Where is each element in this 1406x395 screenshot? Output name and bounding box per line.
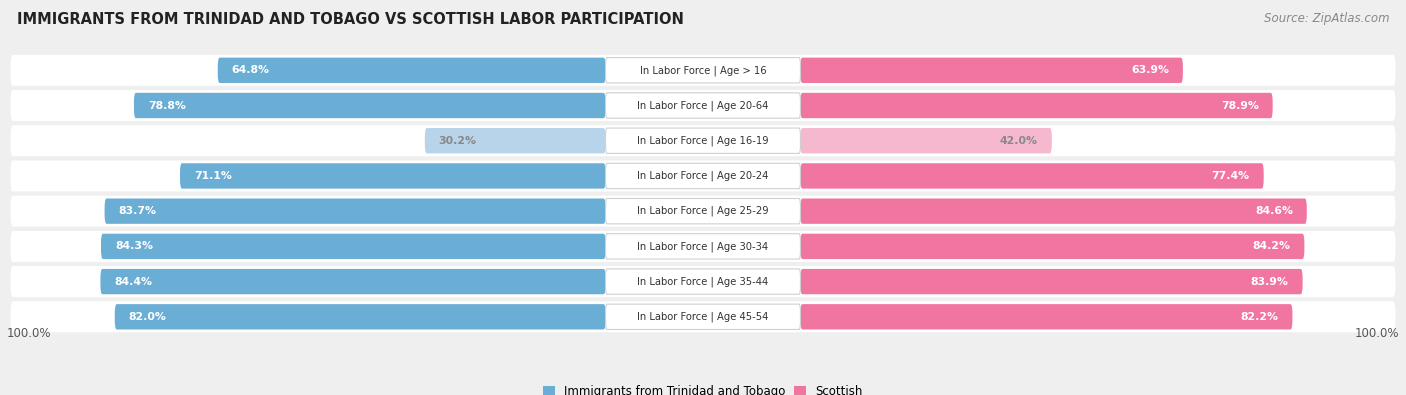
Text: In Labor Force | Age > 16: In Labor Force | Age > 16 <box>640 65 766 75</box>
Text: 100.0%: 100.0% <box>1354 327 1399 340</box>
FancyBboxPatch shape <box>800 198 1306 224</box>
FancyBboxPatch shape <box>10 125 1396 156</box>
FancyBboxPatch shape <box>606 128 800 153</box>
FancyBboxPatch shape <box>101 234 606 259</box>
Legend: Immigrants from Trinidad and Tobago, Scottish: Immigrants from Trinidad and Tobago, Sco… <box>543 385 863 395</box>
Text: 82.2%: 82.2% <box>1240 312 1278 322</box>
FancyBboxPatch shape <box>134 93 606 118</box>
FancyBboxPatch shape <box>606 304 800 329</box>
FancyBboxPatch shape <box>800 163 1264 189</box>
FancyBboxPatch shape <box>10 301 1396 332</box>
Text: 84.6%: 84.6% <box>1256 206 1294 216</box>
FancyBboxPatch shape <box>100 269 606 294</box>
Text: 64.8%: 64.8% <box>232 65 270 75</box>
FancyBboxPatch shape <box>10 231 1396 262</box>
Text: 84.4%: 84.4% <box>114 276 152 287</box>
FancyBboxPatch shape <box>800 234 1305 259</box>
Text: 42.0%: 42.0% <box>1000 136 1038 146</box>
FancyBboxPatch shape <box>606 234 800 259</box>
FancyBboxPatch shape <box>800 58 1182 83</box>
Text: 78.9%: 78.9% <box>1220 100 1258 111</box>
FancyBboxPatch shape <box>218 58 606 83</box>
Text: In Labor Force | Age 16-19: In Labor Force | Age 16-19 <box>637 135 769 146</box>
FancyBboxPatch shape <box>800 128 1052 153</box>
Text: 77.4%: 77.4% <box>1212 171 1250 181</box>
FancyBboxPatch shape <box>115 304 606 329</box>
Text: In Labor Force | Age 20-64: In Labor Force | Age 20-64 <box>637 100 769 111</box>
Text: 83.7%: 83.7% <box>118 206 156 216</box>
Text: IMMIGRANTS FROM TRINIDAD AND TOBAGO VS SCOTTISH LABOR PARTICIPATION: IMMIGRANTS FROM TRINIDAD AND TOBAGO VS S… <box>17 12 683 27</box>
FancyBboxPatch shape <box>800 93 1272 118</box>
FancyBboxPatch shape <box>10 90 1396 121</box>
Text: Source: ZipAtlas.com: Source: ZipAtlas.com <box>1264 12 1389 25</box>
Text: In Labor Force | Age 25-29: In Labor Force | Age 25-29 <box>637 206 769 216</box>
FancyBboxPatch shape <box>425 128 606 153</box>
Text: 83.9%: 83.9% <box>1251 276 1289 287</box>
Text: In Labor Force | Age 45-54: In Labor Force | Age 45-54 <box>637 312 769 322</box>
Text: 100.0%: 100.0% <box>7 327 52 340</box>
Text: 30.2%: 30.2% <box>439 136 477 146</box>
Text: 84.3%: 84.3% <box>115 241 153 251</box>
FancyBboxPatch shape <box>800 304 1292 329</box>
FancyBboxPatch shape <box>104 198 606 224</box>
Text: 84.2%: 84.2% <box>1253 241 1291 251</box>
FancyBboxPatch shape <box>606 93 800 118</box>
FancyBboxPatch shape <box>180 163 606 189</box>
FancyBboxPatch shape <box>10 55 1396 86</box>
Text: In Labor Force | Age 20-24: In Labor Force | Age 20-24 <box>637 171 769 181</box>
Text: 71.1%: 71.1% <box>194 171 232 181</box>
FancyBboxPatch shape <box>10 266 1396 297</box>
FancyBboxPatch shape <box>10 160 1396 192</box>
Text: In Labor Force | Age 30-34: In Labor Force | Age 30-34 <box>637 241 769 252</box>
FancyBboxPatch shape <box>606 269 800 294</box>
Text: In Labor Force | Age 35-44: In Labor Force | Age 35-44 <box>637 276 769 287</box>
FancyBboxPatch shape <box>10 196 1396 227</box>
Text: 82.0%: 82.0% <box>129 312 166 322</box>
FancyBboxPatch shape <box>606 198 800 224</box>
FancyBboxPatch shape <box>606 58 800 83</box>
Text: 78.8%: 78.8% <box>148 100 186 111</box>
Text: 63.9%: 63.9% <box>1130 65 1168 75</box>
FancyBboxPatch shape <box>606 163 800 189</box>
FancyBboxPatch shape <box>800 269 1302 294</box>
